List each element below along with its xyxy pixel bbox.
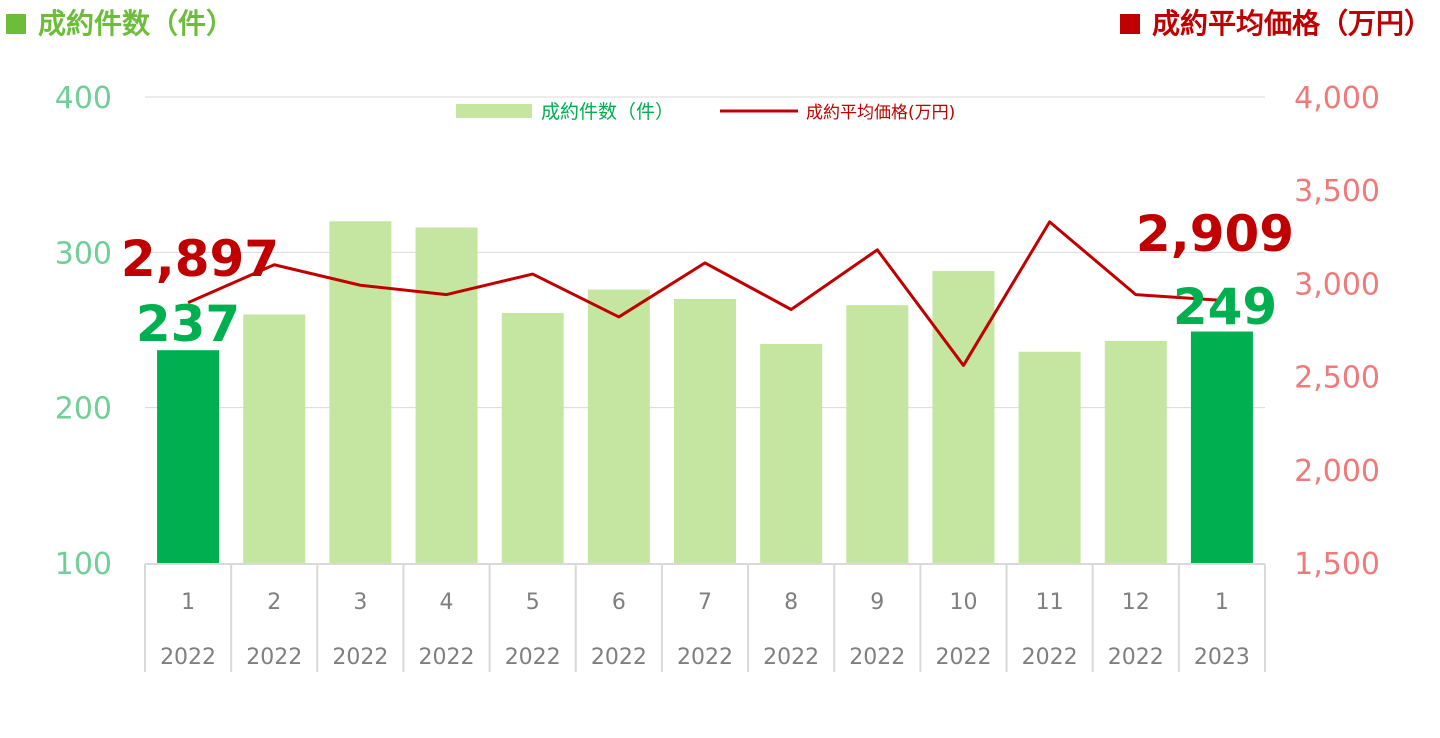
bar xyxy=(329,221,392,563)
category-month-label: 1 xyxy=(181,590,195,615)
end-price-label: 2,909 xyxy=(1136,205,1294,263)
category-year-label: 2023 xyxy=(1194,645,1250,670)
start-count-label: 237 xyxy=(136,295,240,353)
legend-line-label: 成約平均価格(万円) xyxy=(806,103,955,123)
start-price-label: 2,897 xyxy=(121,230,279,288)
category-month-label: 12 xyxy=(1122,590,1150,615)
red-square-icon xyxy=(1119,14,1140,34)
category-year-label: 2022 xyxy=(935,645,991,670)
bar xyxy=(932,270,995,563)
legend-bar-swatch xyxy=(456,104,532,118)
bar xyxy=(157,350,220,563)
left-axis-tick-label: 100 xyxy=(55,547,112,582)
bar xyxy=(415,227,478,564)
category-month-label: 6 xyxy=(612,590,626,615)
category-month-label: 7 xyxy=(698,590,712,615)
right-axis-tick-label: 4,000 xyxy=(1294,81,1380,116)
left-axis-tick-label: 300 xyxy=(55,236,112,271)
category-month-label: 10 xyxy=(949,590,977,615)
bar xyxy=(501,312,564,563)
bar xyxy=(674,298,736,563)
bar xyxy=(1190,331,1253,563)
category-year-label: 2022 xyxy=(160,645,216,670)
price-line xyxy=(187,220,1223,367)
category-year-label: 2022 xyxy=(505,645,561,670)
category-year-label: 2022 xyxy=(419,645,475,670)
green-square-icon xyxy=(6,14,26,34)
category-month-label: 8 xyxy=(784,590,798,615)
category-year-label: 2022 xyxy=(1108,645,1164,670)
category-month-label: 2 xyxy=(267,590,281,615)
bar xyxy=(1018,351,1081,563)
category-month-label: 5 xyxy=(526,590,540,615)
category-month-label: 1 xyxy=(1215,590,1229,615)
right-axis-tick-label: 2,000 xyxy=(1294,454,1380,489)
right-axis-header-text: 成約平均価格（万円） xyxy=(1151,7,1432,40)
bar xyxy=(587,289,650,563)
left-axis-header-text: 成約件数（件） xyxy=(38,7,235,40)
right-axis-tick-label: 1,500 xyxy=(1294,547,1380,582)
category-year-label: 2022 xyxy=(591,645,647,670)
right-axis-header: 成約平均価格（万円） xyxy=(1119,2,1432,42)
category-month-label: 4 xyxy=(440,590,454,615)
legend-bar-label: 成約件数（件） xyxy=(541,101,674,123)
bar xyxy=(760,343,823,563)
left-axis-tick-label: 200 xyxy=(55,392,112,427)
bar xyxy=(846,305,909,563)
left-axis-header: 成約件数（件） xyxy=(6,2,234,42)
right-axis-tick-label: 3,500 xyxy=(1294,174,1380,209)
left-axis-tick-label: 400 xyxy=(55,81,112,116)
category-month-label: 3 xyxy=(353,590,367,615)
category-year-label: 2022 xyxy=(1022,645,1078,670)
category-year-label: 2022 xyxy=(763,645,819,670)
category-year-label: 2022 xyxy=(332,645,388,670)
end-count-label: 249 xyxy=(1173,278,1277,336)
bar xyxy=(243,314,306,563)
category-year-label: 2022 xyxy=(246,645,302,670)
category-month-label: 9 xyxy=(870,590,884,615)
category-year-label: 2022 xyxy=(677,645,733,670)
category-month-label: 11 xyxy=(1036,590,1064,615)
right-axis-tick-label: 2,500 xyxy=(1294,361,1380,396)
right-axis-tick-label: 3,000 xyxy=(1294,267,1380,302)
category-year-label: 2022 xyxy=(849,645,905,670)
bar xyxy=(1104,340,1167,563)
